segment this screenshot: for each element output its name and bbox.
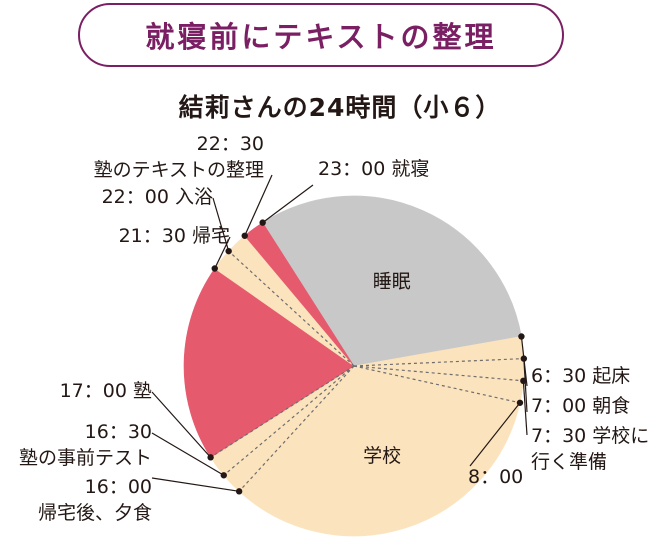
time-marker xyxy=(225,247,232,255)
annotation-label: 7：30 学校に xyxy=(531,425,649,447)
time-marker xyxy=(516,399,524,406)
annotation-label: 塾のテキストの整理 xyxy=(94,159,264,181)
boundary-line xyxy=(223,365,355,476)
leader-line xyxy=(262,184,314,224)
pie-slices xyxy=(183,195,525,537)
annotation-label: 16：00 xyxy=(85,476,152,498)
annotation-label: 7：00 朝食 xyxy=(531,395,630,417)
boundary-line xyxy=(353,357,524,367)
leader-line xyxy=(214,236,231,269)
annotation-label: 8：00 xyxy=(468,466,523,488)
leader-line xyxy=(522,380,528,436)
time-marker xyxy=(518,333,525,340)
pie-slice xyxy=(262,195,522,367)
leader-line xyxy=(151,391,212,458)
time-marker xyxy=(211,265,218,272)
boundary-line xyxy=(238,365,355,492)
chart-title: 結莉さんの24時間（小６） xyxy=(178,93,502,122)
annotation-label: 6：30 起床 xyxy=(531,365,630,387)
leader-line xyxy=(469,402,521,467)
leader-line xyxy=(244,174,273,237)
time-marker xyxy=(235,488,243,495)
boundary-line xyxy=(210,365,355,458)
annotation-label: 22：00 入浴 xyxy=(102,186,213,208)
slice-label: 睡眠 xyxy=(373,270,411,292)
annotation-label: 22：30 xyxy=(197,133,264,155)
time-marker xyxy=(259,219,266,226)
boundary-line xyxy=(353,365,524,382)
boundary-line xyxy=(353,365,521,404)
leader-line xyxy=(151,477,240,492)
time-marker xyxy=(241,232,248,239)
leader-line xyxy=(523,358,528,413)
title-banner: 就寝前にテキストの整理 xyxy=(78,3,564,67)
annotation-label: 行く準備 xyxy=(531,451,607,473)
annotation-label: 帰宅後、夕食 xyxy=(38,502,152,524)
annotation-label: 23：00 就寝 xyxy=(318,158,429,180)
annotation-label: 16：30 xyxy=(85,421,152,443)
time-marker xyxy=(207,454,214,461)
time-marker xyxy=(520,377,527,385)
time-marker xyxy=(520,355,528,362)
annotation-label: 17：00 塾 xyxy=(60,380,152,402)
slice-label: 学校 xyxy=(363,445,401,467)
banner-title: 就寝前にテキストの整理 xyxy=(145,20,497,54)
leader-lines xyxy=(151,174,528,495)
annotation-label: 21：30 帰宅 xyxy=(119,225,230,247)
time-marker xyxy=(220,472,227,479)
annotation-label: 塾の事前テスト xyxy=(19,447,152,469)
pie-slice xyxy=(238,365,521,537)
leader-line xyxy=(151,432,225,476)
pie-slice xyxy=(183,268,355,458)
boundary-line xyxy=(228,250,355,367)
leader-line xyxy=(212,197,230,252)
